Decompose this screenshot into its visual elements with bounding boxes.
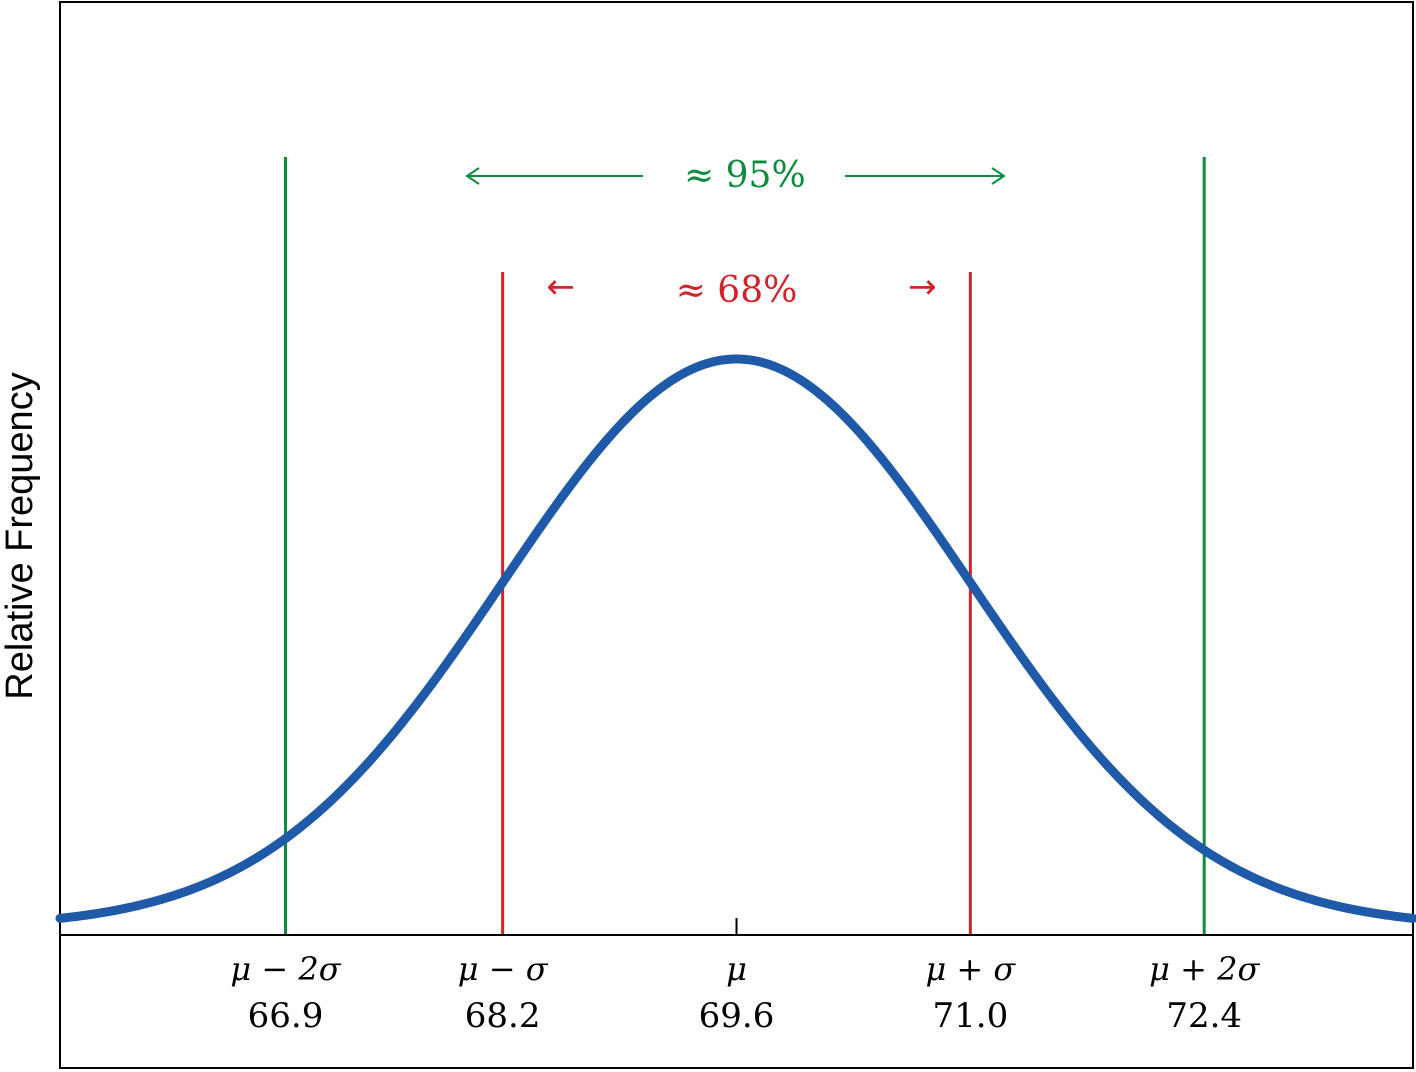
band-95-right-arrow-head xyxy=(991,167,1006,185)
band-68-left-arrow: ← xyxy=(546,267,575,307)
tick-symbol-1: μ − σ xyxy=(458,950,549,988)
band-95-label: ≈ 95% xyxy=(684,155,806,196)
bands-layer: ≈ 68% ← → ≈ 95% xyxy=(284,155,1206,935)
band-68-right-arrow: → xyxy=(908,267,937,307)
ticks-layer: μ − 2σ 66.9 μ − σ 68.2 μ 69.6 μ + σ 71.0 μ + 2σ 7… xyxy=(230,918,1260,1036)
tick-symbol-4: μ + 2σ xyxy=(1149,950,1260,988)
tick-symbol-3: μ + σ xyxy=(925,950,1016,988)
tick-value-0: 66.9 xyxy=(248,996,324,1036)
band-95-left-arrow-head xyxy=(465,167,480,185)
density-curve xyxy=(55,354,1416,923)
tick-value-3: 71.0 xyxy=(933,996,1009,1036)
tick-value-2: 69.6 xyxy=(699,996,775,1036)
tick-symbol-0: μ − 2σ xyxy=(230,950,341,988)
tick-value-1: 68.2 xyxy=(465,996,541,1036)
band-68-label: ≈ 68% xyxy=(676,270,798,311)
tick-value-4: 72.4 xyxy=(1166,996,1242,1036)
tick-symbol-2: μ xyxy=(726,950,747,988)
y-axis-label: Relative Frequency xyxy=(0,372,41,699)
